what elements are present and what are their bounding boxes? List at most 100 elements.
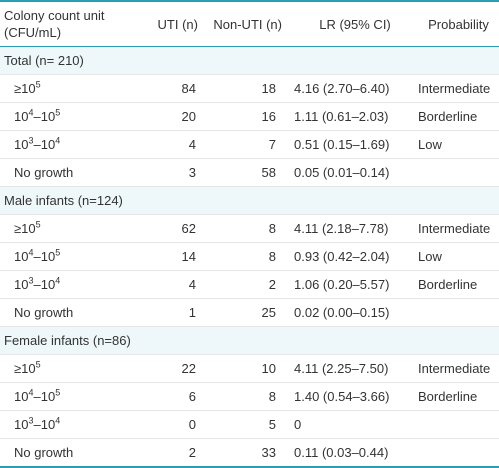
section-label: Male infants (n=124) — [0, 186, 499, 215]
non-uti-count-cell: 5 — [204, 410, 290, 439]
probability-cell: Borderline — [416, 270, 499, 299]
colony-count-base: 10 — [14, 417, 29, 432]
non-uti-count-cell: 8 — [204, 382, 290, 411]
table-body: Total (n= 210) ≥105 84 18 4.16 (2.70–6.40) In… — [0, 46, 499, 467]
colony-count-base: 10 — [14, 109, 29, 124]
uti-count-cell: 0 — [143, 410, 204, 439]
colony-count-upper: –10 — [33, 249, 56, 264]
colony-count-base: 10 — [14, 389, 29, 404]
lr-ci-cell: 1.06 (0.20–5.57) — [290, 270, 416, 299]
table-row: No growth 2 33 0.11 (0.03–0.44) — [0, 438, 499, 467]
colony-count-cell: 103–104 — [0, 130, 143, 159]
uti-count-cell: 62 — [143, 214, 204, 243]
probability-cell: Intermediate — [416, 214, 499, 243]
uti-count-cell: 4 — [143, 270, 204, 299]
section-header-row: Total (n= 210) — [0, 46, 499, 75]
table-row: 104–105 6 8 1.40 (0.54–3.66) Borderline — [0, 382, 499, 411]
non-uti-count-cell: 8 — [204, 242, 290, 271]
colony-count-upper-exponent: 5 — [55, 387, 61, 398]
table-header-row: Colony count unit (CFU/mL) UTI (n) Non-UT… — [0, 1, 499, 47]
non-uti-count-cell: 2 — [204, 270, 290, 299]
colony-count-base: No growth — [14, 445, 74, 460]
colony-count-base: 10 — [14, 249, 29, 264]
header-non-uti: Non-UTI (n) — [204, 1, 290, 47]
probability-cell — [416, 438, 499, 467]
non-uti-count-cell: 33 — [204, 438, 290, 467]
header-colony-count-unit-line2: (CFU/mL) — [4, 25, 62, 40]
table-row: 103–104 0 5 0 — [0, 410, 499, 439]
uti-count-cell: 14 — [143, 242, 204, 271]
colony-count-exponent: 4 — [28, 107, 34, 118]
colony-count-upper-exponent: 4 — [55, 415, 61, 426]
uti-count-cell: 2 — [143, 438, 204, 467]
colony-count-cell: No growth — [0, 298, 143, 327]
table-row: ≥105 62 8 4.11 (2.18–7.78) Intermediate — [0, 214, 499, 243]
non-uti-count-cell: 10 — [204, 354, 290, 383]
colony-count-base: No growth — [14, 165, 74, 180]
probability-cell — [416, 298, 499, 327]
lr-ci-cell: 0.93 (0.42–2.04) — [290, 242, 416, 271]
lr-ci-cell: 0.02 (0.00–0.15) — [290, 298, 416, 327]
table-row: 104–105 20 16 1.11 (0.61–2.03) Borderline — [0, 102, 499, 131]
colony-count-upper: –10 — [33, 109, 56, 124]
probability-cell: Low — [416, 242, 499, 271]
table-row: 103–104 4 2 1.06 (0.20–5.57) Borderline — [0, 270, 499, 299]
header-uti: UTI (n) — [143, 1, 204, 47]
colony-count-upper-exponent: 5 — [55, 247, 61, 258]
header-probability: Probability — [416, 1, 499, 47]
lr-ci-cell: 0.51 (0.15–1.69) — [290, 130, 416, 159]
probability-cell: Intermediate — [416, 74, 499, 103]
colony-count-base: ≥10 — [14, 221, 36, 236]
colony-count-upper: –10 — [33, 389, 56, 404]
colony-count-upper: –10 — [33, 137, 56, 152]
non-uti-count-cell: 16 — [204, 102, 290, 131]
section-label: Total (n= 210) — [0, 46, 499, 75]
table-row: 104–105 14 8 0.93 (0.42–2.04) Low — [0, 242, 499, 271]
colony-count-cell: 103–104 — [0, 270, 143, 299]
header-colony-count-unit-line1: Colony count unit — [4, 8, 105, 23]
section-header-row: Male infants (n=124) — [0, 186, 499, 215]
colony-count-exponent: 5 — [35, 79, 41, 90]
lr-ci-cell: 4.16 (2.70–6.40) — [290, 74, 416, 103]
non-uti-count-cell: 8 — [204, 214, 290, 243]
colony-count-upper-exponent: 4 — [55, 275, 61, 286]
probability-cell: Low — [416, 130, 499, 159]
colony-count-exponent: 3 — [28, 135, 34, 146]
uti-count-cell: 1 — [143, 298, 204, 327]
colony-count-cell: ≥105 — [0, 354, 143, 383]
probability-cell: Borderline — [416, 102, 499, 131]
colony-count-cell: 103–104 — [0, 410, 143, 439]
colony-count-exponent: 5 — [35, 219, 41, 230]
colony-count-cell: No growth — [0, 438, 143, 467]
colony-count-base: No growth — [14, 305, 74, 320]
lr-ci-cell: 4.11 (2.25–7.50) — [290, 354, 416, 383]
colony-count-upper-exponent: 4 — [55, 135, 61, 146]
colony-count-exponent: 4 — [28, 247, 34, 258]
header-colony-count-unit: Colony count unit (CFU/mL) — [0, 1, 143, 47]
table-row: 103–104 4 7 0.51 (0.15–1.69) Low — [0, 130, 499, 159]
section-label: Female infants (n=86) — [0, 326, 499, 355]
uti-count-cell: 3 — [143, 158, 204, 187]
probability-cell: Borderline — [416, 382, 499, 411]
lr-ci-cell: 0.11 (0.03–0.44) — [290, 438, 416, 467]
uti-count-cell: 22 — [143, 354, 204, 383]
uti-count-cell: 20 — [143, 102, 204, 131]
colony-count-cell: No growth — [0, 158, 143, 187]
lr-ci-cell: 0.05 (0.01–0.14) — [290, 158, 416, 187]
lr-ci-cell: 4.11 (2.18–7.78) — [290, 214, 416, 243]
non-uti-count-cell: 58 — [204, 158, 290, 187]
non-uti-count-cell: 25 — [204, 298, 290, 327]
probability-cell — [416, 410, 499, 439]
colony-count-exponent: 3 — [28, 415, 34, 426]
colony-count-upper-exponent: 5 — [55, 107, 61, 118]
colony-count-exponent: 5 — [35, 359, 41, 370]
probability-cell: Intermediate — [416, 354, 499, 383]
section-header-row: Female infants (n=86) — [0, 326, 499, 355]
colony-count-upper: –10 — [33, 277, 56, 292]
table-row: No growth 1 25 0.02 (0.00–0.15) — [0, 298, 499, 327]
colony-count-cell: 104–105 — [0, 242, 143, 271]
non-uti-count-cell: 18 — [204, 74, 290, 103]
uti-count-cell: 84 — [143, 74, 204, 103]
table-row: ≥105 22 10 4.11 (2.25–7.50) Intermediate — [0, 354, 499, 383]
